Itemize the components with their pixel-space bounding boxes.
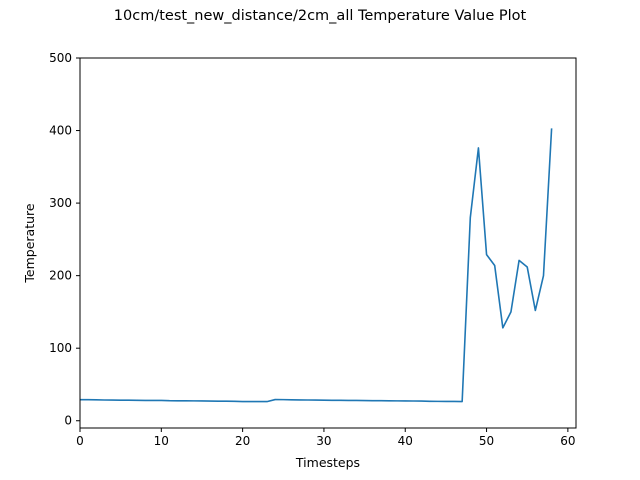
y-tick-label: 100: [49, 341, 72, 355]
x-tick-label: 40: [398, 434, 413, 448]
plot-frame: [79, 57, 577, 429]
y-tick-label: 0: [64, 414, 72, 428]
x-tick-label: 10: [154, 434, 169, 448]
axis-ticks: 0 10 20 30 40 50 60 0 100 200 300 400 500: [49, 51, 575, 448]
x-tick-label: 60: [560, 434, 575, 448]
y-tick-label: 400: [49, 124, 72, 138]
temperature-series-line: [80, 128, 553, 403]
y-tick-label: 500: [49, 51, 72, 65]
x-axis-label: Timesteps: [295, 455, 360, 470]
chart-title: 10cm/test_new_distance/2cm_all Temperatu…: [113, 8, 527, 24]
x-tick-label: 20: [235, 434, 250, 448]
y-axis-label: Temperature: [22, 203, 37, 283]
y-tick-label: 200: [49, 269, 72, 283]
x-tick-label: 0: [76, 434, 84, 448]
x-tick-label: 50: [479, 434, 494, 448]
y-tick-label: 300: [49, 196, 72, 210]
x-tick-label: 30: [316, 434, 331, 448]
plot-area: [80, 58, 576, 428]
